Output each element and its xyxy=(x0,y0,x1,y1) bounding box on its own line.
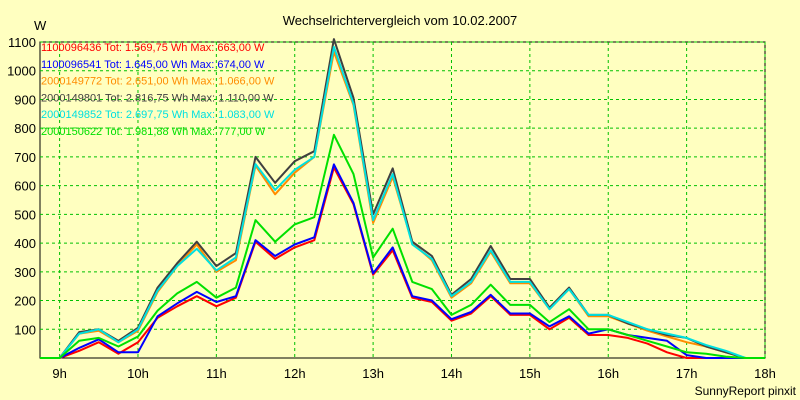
series-line-2000149852 xyxy=(40,45,765,359)
y-tick-label: 700 xyxy=(14,150,36,165)
x-tick-label: 18h xyxy=(754,366,776,381)
series-lines xyxy=(40,38,765,359)
x-tick-label: 12h xyxy=(284,366,306,381)
y-tick-label: 500 xyxy=(14,207,36,222)
y-tick-label: 800 xyxy=(14,121,36,136)
series-line-1100096541 xyxy=(40,163,765,359)
y-tick-label: 600 xyxy=(14,179,36,194)
y-tick-label: 400 xyxy=(14,236,36,251)
y-tick-label: 200 xyxy=(14,294,36,309)
legend-entry-1100096541: 1100096541 Tot: 1.645,00 Wh Max: 674,00 … xyxy=(41,59,265,71)
x-tick-label: 13h xyxy=(362,366,384,381)
x-tick-label: 14h xyxy=(441,366,463,381)
series-line-2000150622 xyxy=(40,133,765,359)
footer-credit: SunnyReport pinxit xyxy=(695,384,797,398)
x-tick-label: 16h xyxy=(597,366,619,381)
legend-entry-2000150622: 2000150622 Tot: 1.981,88 Wh Max: 777,00 … xyxy=(41,126,266,138)
plot-area xyxy=(39,41,766,359)
x-tick-label: 15h xyxy=(519,366,541,381)
y-tick-label: 1100 xyxy=(8,35,36,50)
y-tick-label: 300 xyxy=(14,265,36,280)
grid-lines xyxy=(40,41,766,358)
y-tick-label: 1000 xyxy=(7,64,36,79)
legend-entry-2000149801: 2000149801 Tot: 2.816,75 Wh Max: 1.110,0… xyxy=(41,92,274,104)
x-tick-label: 10h xyxy=(127,366,149,381)
x-tick-label: 9h xyxy=(52,366,66,381)
x-tick-label: 11h xyxy=(206,366,227,381)
y-tick-label: 100 xyxy=(14,322,36,337)
x-axis-ticks: 9h 10h 11h 12h 13h 14h 15h 16h 17h 18h xyxy=(52,366,775,381)
y-axis-unit-label: W xyxy=(34,18,47,33)
legend: 1100096436 Tot: 1.569,75 Wh Max: 663,00 … xyxy=(41,42,275,138)
legend-entry-2000149772: 2000149772 Tot: 2.651,00 Wh Max: 1.066,0… xyxy=(41,76,275,88)
y-axis-ticks: 100 200 300 400 500 600 700 800 900 1000 1100 xyxy=(7,35,36,337)
x-tick-label: 17h xyxy=(676,366,698,381)
y-tick-label: 900 xyxy=(14,92,36,107)
chart-title: Wechselrichtervergleich vom 10.02.2007 xyxy=(283,13,518,28)
legend-entry-2000149852: 2000149852 Tot: 2.697,75 Wh Max: 1.083,0… xyxy=(41,109,275,121)
legend-entry-1100096436: 1100096436 Tot: 1.569,75 Wh Max: 663,00 … xyxy=(41,42,265,54)
